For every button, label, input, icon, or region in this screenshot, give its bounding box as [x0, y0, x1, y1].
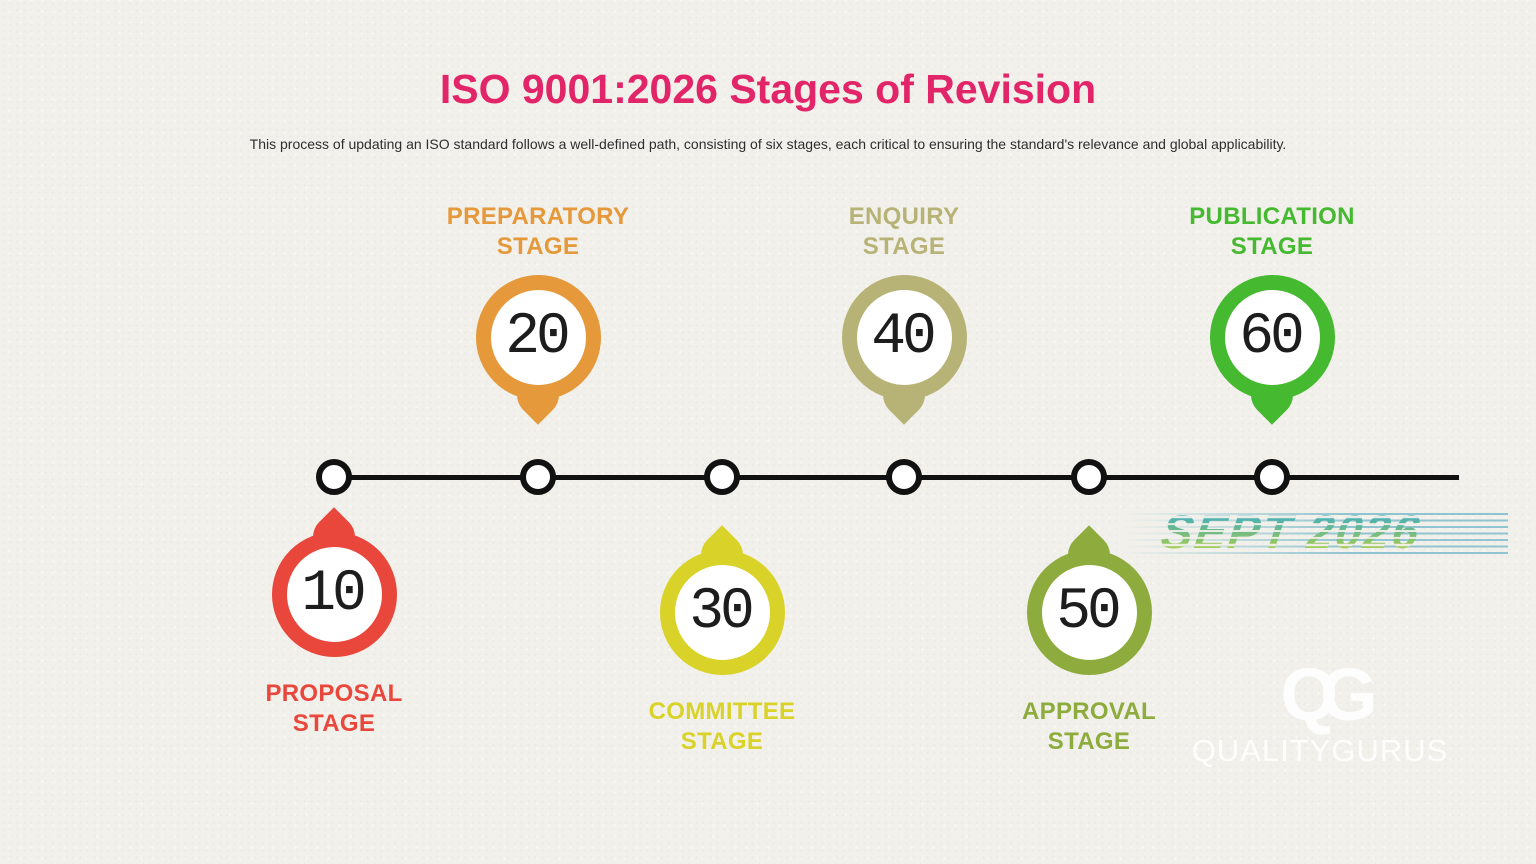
stage-preparatory: PREPARATORY STAGE 20 [447, 202, 629, 425]
stage-balloon: 20 [475, 275, 601, 400]
timeline-node-3 [704, 459, 740, 495]
stage-balloon: 60 [1209, 275, 1335, 400]
timeline-node-1 [316, 459, 352, 495]
stage-proposal: 10 PROPOSAL STAGE [254, 507, 414, 739]
page-subtitle: This process of updating an ISO standard… [249, 136, 1287, 152]
stage-label: PREPARATORY STAGE [446, 203, 630, 260]
stage-number: 50 [1056, 580, 1122, 645]
stage-number: 30 [689, 580, 755, 645]
stage-label: PUBLICATION STAGE [1189, 203, 1355, 260]
stage-number: 20 [505, 305, 571, 370]
timeline-node-6 [1254, 459, 1290, 495]
brand-monogram: QG [1280, 653, 1377, 736]
stage-label: APPROVAL STAGE [1022, 698, 1156, 755]
stage-committee: 30 COMMITTEE STAGE [642, 525, 802, 757]
stage-balloon: 40 [841, 275, 967, 400]
brand-name: QUALITYGURUS [1191, 733, 1449, 768]
stage-balloon: 50 [1026, 550, 1152, 675]
stage-label: COMMITTEE STAGE [648, 698, 796, 755]
stage-number: 60 [1239, 305, 1305, 370]
timeline-node-5 [1071, 459, 1107, 495]
stage-approval: 50 APPROVAL STAGE [1009, 525, 1169, 757]
stage-enquiry: ENQUIRY STAGE 40 [824, 202, 984, 425]
timeline-node-4 [886, 459, 922, 495]
stage-number: 10 [301, 562, 367, 627]
brand-watermark: QG QUALITYGURUS [1185, 653, 1455, 768]
stage-publication: PUBLICATION STAGE 60 [1189, 202, 1355, 425]
timeline-node-2 [520, 459, 556, 495]
stage-balloon: 10 [271, 532, 397, 657]
page-title: ISO 9001:2026 Stages of Revision [439, 66, 1097, 112]
stage-label: PROPOSAL STAGE [265, 680, 403, 737]
target-date-marker: SEPT 2026 [1120, 504, 1512, 564]
stage-balloon: 30 [659, 550, 785, 675]
stage-number: 40 [871, 305, 937, 370]
stage-label: ENQUIRY STAGE [848, 203, 960, 260]
target-date-text: SEPT 2026 [1158, 504, 1425, 559]
